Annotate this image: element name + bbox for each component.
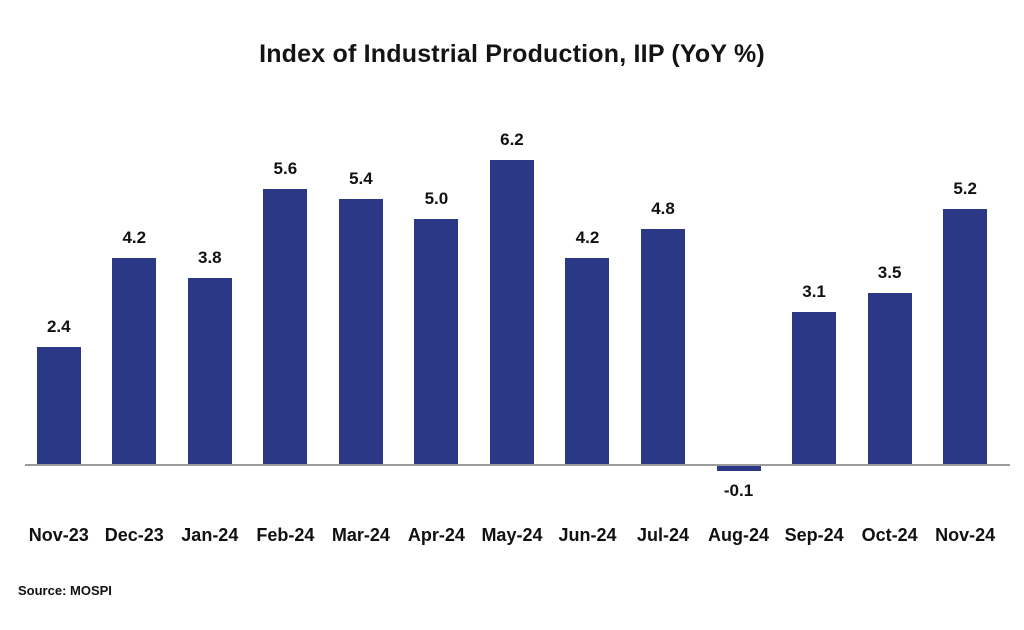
bar-value-label: 5.4 [349, 169, 373, 189]
x-axis-label: Mar-24 [331, 525, 390, 545]
bar-column: 5.2 [927, 100, 1003, 465]
x-axis-label: Jun-24 [558, 525, 617, 545]
bar [565, 258, 610, 465]
x-axis-label: Sep-24 [784, 525, 844, 545]
bar-column: 3.1 [776, 100, 852, 465]
bar-column: 3.5 [852, 100, 928, 465]
bar-column: 6.2 [474, 100, 550, 465]
x-axis-label: Oct-24 [861, 525, 918, 545]
bar-value-label: 3.1 [802, 282, 826, 302]
bar-column: 3.8 [172, 100, 248, 465]
bar [489, 159, 534, 465]
bar [112, 258, 157, 465]
bar [414, 219, 459, 465]
bar-column: 4.8 [625, 100, 701, 465]
x-axis-label: May-24 [481, 525, 543, 545]
bar-value-label: 2.4 [46, 316, 71, 336]
bar-value-label: 4.2 [122, 228, 147, 248]
bar-column: -0.1 [701, 100, 777, 499]
bar-value-label: 3.5 [877, 262, 902, 282]
bar [263, 189, 308, 465]
bar [867, 292, 912, 465]
bar-value-label: 4.8 [651, 198, 675, 218]
bar [187, 278, 232, 465]
bar-column: 5.6 [248, 100, 324, 465]
bar-value-label: 5.6 [273, 159, 298, 179]
bar [338, 199, 383, 465]
bar [943, 209, 988, 465]
bar-column: 4.2 [550, 100, 626, 465]
bar [792, 312, 837, 465]
x-axis-label: Nov-24 [935, 525, 996, 545]
x-axis-label: Aug-24 [708, 525, 770, 545]
x-axis-label: Apr-24 [407, 525, 465, 545]
bar-value-label: 6.2 [500, 129, 524, 149]
x-axis-line [25, 464, 1010, 466]
x-axis-label: Nov-23 [28, 525, 89, 545]
source-note: Source: MOSPI [18, 583, 112, 598]
x-axis-label: Jul-24 [637, 525, 690, 545]
x-axis-label: Dec-23 [104, 525, 164, 545]
bar-column: 4.2 [97, 100, 173, 465]
bar-column: 5.0 [399, 100, 475, 465]
bar-column: 2.4 [21, 100, 97, 465]
bar-value-label: 5.0 [424, 189, 449, 208]
bar-value-label: -0.1 [723, 481, 754, 500]
bar [641, 228, 686, 465]
bar-column: 5.4 [323, 100, 399, 465]
bars-container: 2.4 4.2 3.8 5.6 5.4 5.0 6.2 4.2 4.8 -0.1 3.1 3.5 5.2 [21, 100, 1003, 499]
bar-value-label: 4.2 [575, 228, 600, 248]
bar [716, 465, 761, 471]
x-axis-label: Jan-24 [181, 525, 239, 545]
bar [36, 346, 81, 465]
x-axis-labels: Nov-23 Dec-23 Jan-24 Feb-24 Mar-24 Apr-24 May-… [21, 525, 1003, 546]
bar-value-label: 3.8 [198, 248, 222, 268]
chart-title: Index of Industrial Production, IIP (YoY… [259, 40, 765, 68]
bar-value-label: 5.2 [953, 179, 977, 199]
x-axis-label: Feb-24 [256, 525, 315, 545]
